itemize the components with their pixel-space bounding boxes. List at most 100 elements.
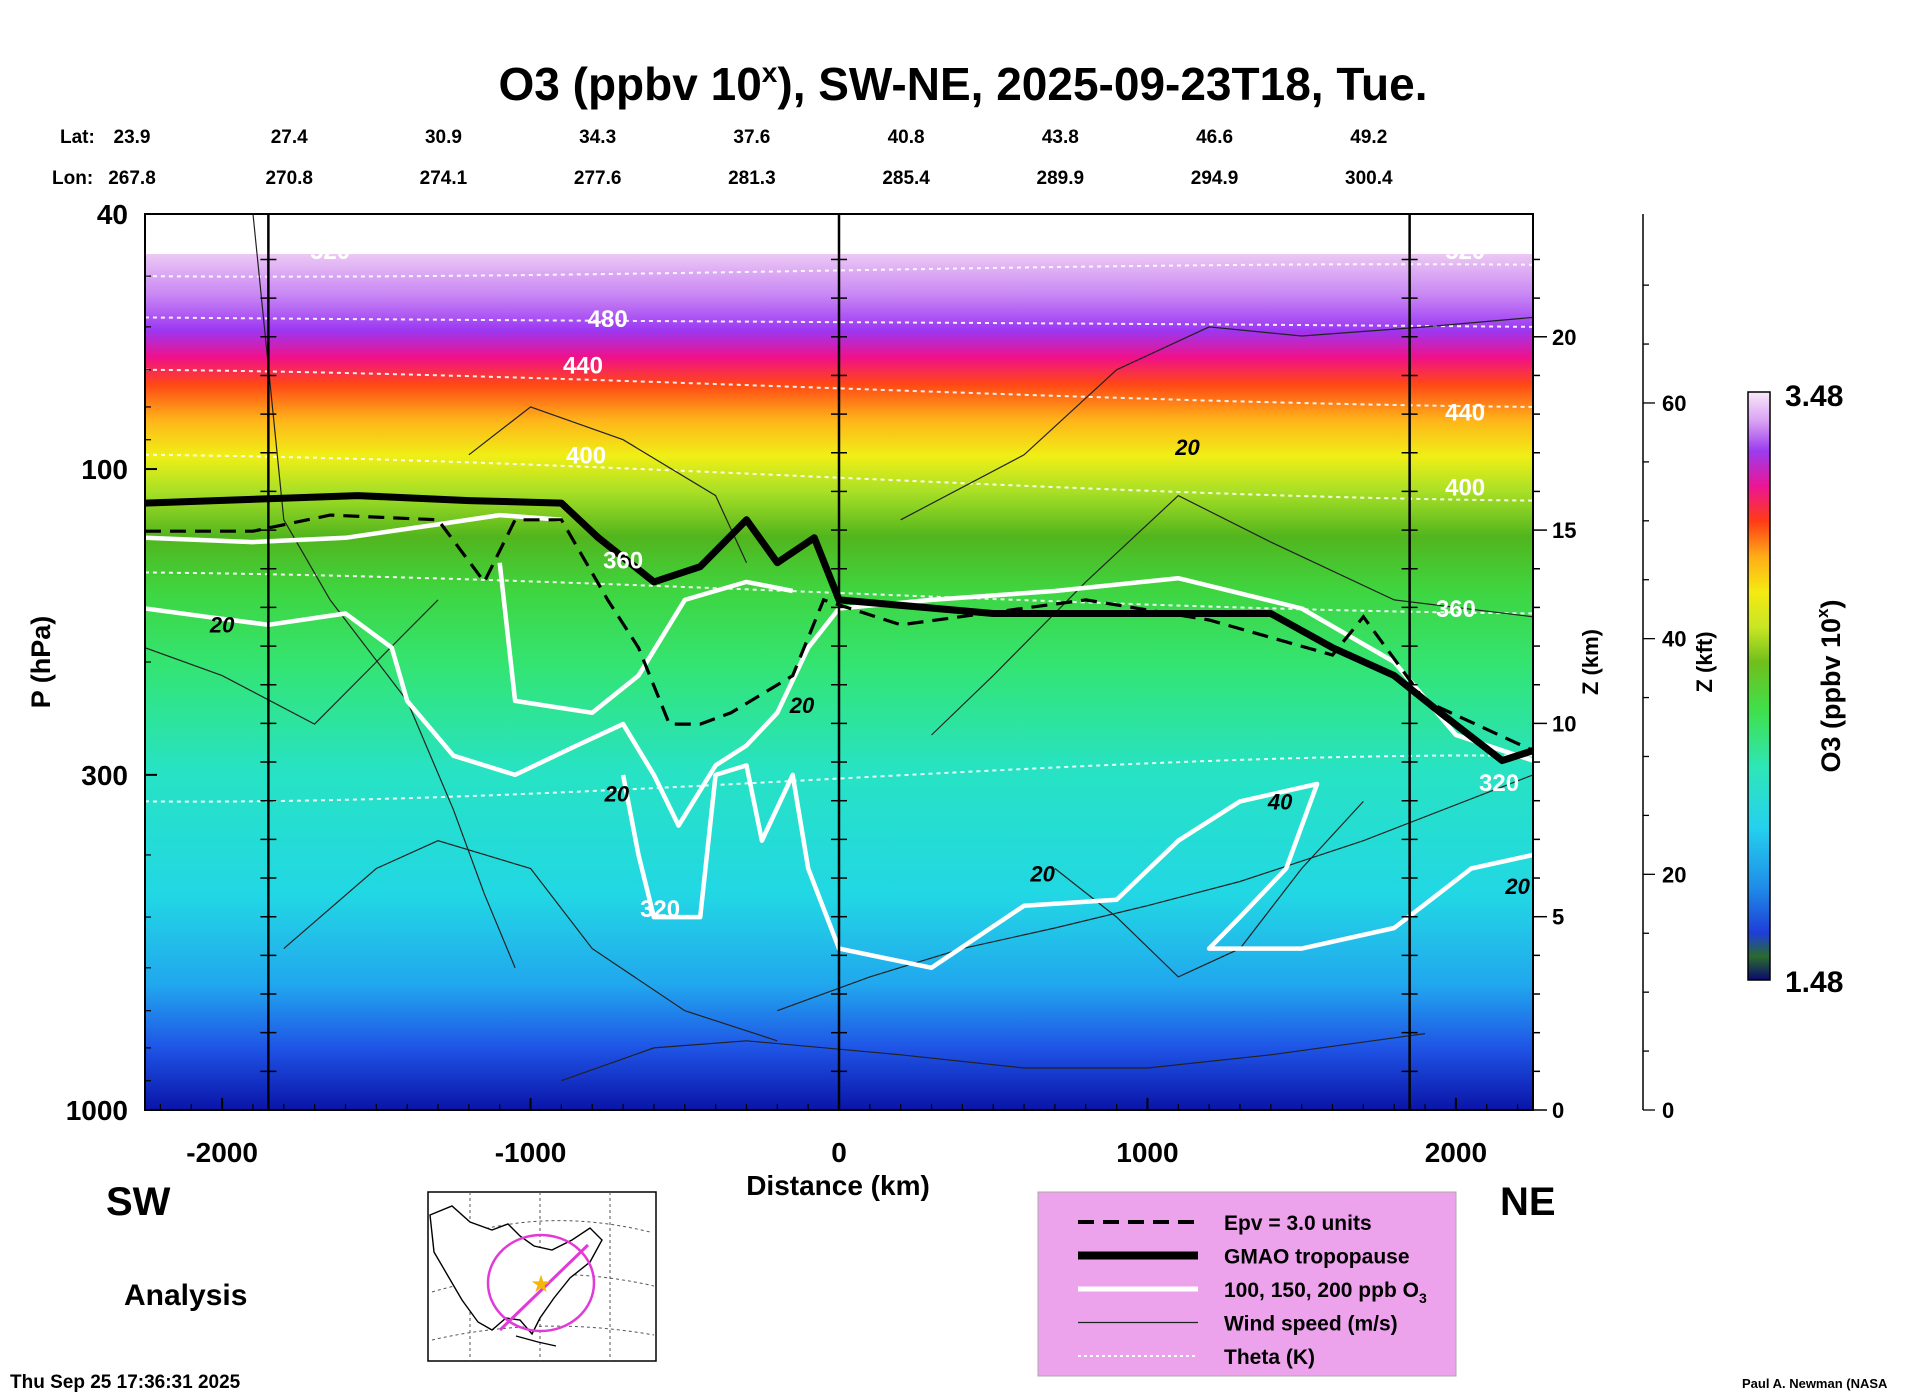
wind-speed-contour-label: 20	[1174, 435, 1200, 460]
station-lon-label: 274.1	[420, 168, 468, 189]
z-kft-axis-tick-label: 0	[1662, 1098, 1674, 1123]
z-km-axis-tick-label: 20	[1552, 325, 1576, 350]
map-center-star-icon: ★	[530, 1270, 552, 1298]
station-lat-label: 34.3	[579, 127, 616, 148]
z-km-axis-tick-label: 0	[1552, 1098, 1564, 1123]
theta-contour-label: 400	[1445, 475, 1485, 502]
lon-row-label: Lon:	[52, 168, 93, 189]
map-caribbean	[515, 1335, 557, 1347]
ozone-isoline	[145, 575, 1533, 828]
ozone-isolines	[145, 512, 1533, 971]
inset-map: ★	[427, 1191, 657, 1362]
x-axis-tick-label: 1000	[1116, 1137, 1178, 1168]
legend: Epv = 3.0 units GMAO tropopause 100, 150, …	[1037, 1191, 1457, 1377]
station-lon-label: 277.6	[574, 168, 622, 189]
ozone-isoline	[497, 562, 794, 716]
wind-speed-contour	[283, 840, 778, 1042]
theta-contour-label: 440	[563, 353, 603, 380]
station-lat-label: 40.8	[888, 127, 925, 148]
legend-entry-label: GMAO tropopause	[1224, 1246, 1410, 1269]
wind-speed-contour	[145, 599, 439, 725]
theta-contour-label: 480	[588, 306, 628, 333]
x-axis: -2000 -1000 0 1000 2000	[159, 1098, 1519, 1168]
station-lat-label: 27.4	[271, 127, 308, 148]
theta-isentrope-line	[145, 754, 1533, 803]
z-km-axis-tick-label: 5	[1552, 905, 1564, 930]
station-lon-label: 300.4	[1345, 168, 1393, 189]
wind-speed-contour-label: 20	[789, 693, 815, 718]
timestamp: Thu Sep 25 17:36:31 2025	[10, 1372, 241, 1393]
z-kft-axis: 0 20 40 60	[1642, 214, 1686, 1123]
ozone-isoline	[145, 512, 562, 545]
p-axis-tick-label: 1000	[66, 1095, 128, 1126]
legend-entry-label: Wind speed (m/s)	[1224, 1313, 1398, 1336]
ozone-heatmap: 520 480 440 400 360 320 520 440 400 360 320 20 20 20 2…	[145, 214, 1533, 1110]
legend-entry-label: Theta (K)	[1224, 1346, 1315, 1369]
theta-contour-label: 320	[1479, 770, 1519, 797]
ozone-isoline	[620, 763, 1533, 971]
theta-isentrope-line	[145, 263, 1533, 278]
z-kft-axis-tick-label: 60	[1662, 391, 1686, 416]
theta-contour-label: 400	[566, 442, 606, 469]
station-lon-label: 270.8	[265, 168, 313, 189]
colorbar	[1747, 391, 1771, 981]
station-lon-label: 289.9	[1037, 168, 1085, 189]
station-lat-label: 49.2	[1350, 127, 1387, 148]
station-lat-label: 43.8	[1042, 127, 1079, 148]
legend-entry-label: 100, 150, 200 ppb O3	[1224, 1279, 1427, 1306]
chart-title: O3 (ppbv 10x), SW-NE, 2025-09-23T18, Tue…	[499, 57, 1428, 110]
contour-labels: 520 480 440 400 360 320 520 440 400 360 320 20 20 20 2…	[209, 238, 1531, 923]
x-axis-tick-label: 0	[831, 1137, 847, 1168]
z-kft-axis-tick-label: 20	[1662, 862, 1686, 887]
theta-contour-label: 320	[640, 896, 680, 923]
wind-speed-contour-label: 20	[1504, 874, 1530, 899]
z-km-axis-label: Z (km)	[1578, 629, 1603, 695]
epv-3-units-line	[145, 513, 1533, 753]
wind-speed-contour	[900, 316, 1533, 521]
lat-row-label: Lat:	[60, 127, 95, 148]
colorbar-label: O3 (ppbv 10x)	[1813, 599, 1846, 772]
wind-speed-contour-label: 20	[1029, 861, 1055, 886]
theta-isentrope-line	[145, 368, 1533, 408]
colorbar-max-label: 3.48	[1785, 380, 1843, 413]
theta-contour-label: 520	[1445, 238, 1485, 265]
station-lon-label: 281.3	[728, 168, 776, 189]
wind-speed-contour-label: 20	[604, 781, 630, 806]
station-lat-label: 23.9	[114, 127, 151, 148]
legend-entry-label: Epv = 3.0 units	[1224, 1212, 1372, 1235]
wind-speed-contour	[931, 494, 1533, 736]
z-km-axis-tick-label: 10	[1552, 711, 1576, 736]
colorbar-min-label: 1.48	[1785, 966, 1843, 999]
x-axis-label: Distance (km)	[746, 1170, 930, 1201]
wind-speed-contour	[777, 774, 1533, 1012]
station-lon-label: 267.8	[108, 168, 156, 189]
station-lat-label: 37.6	[733, 127, 770, 148]
station-lat-label: 46.6	[1196, 127, 1233, 148]
station-lon-label: 285.4	[882, 168, 930, 189]
theta-contour-label: 520	[310, 238, 350, 265]
z-kft-axis-tick-label: 40	[1662, 627, 1686, 652]
theta-isentrope-line	[145, 316, 1533, 328]
x-axis-tick-label: -2000	[186, 1137, 258, 1168]
theta-contour-label: 360	[1436, 596, 1476, 623]
station-vertical-markers	[260, 214, 1418, 1110]
theta-contour-label: 360	[603, 548, 643, 575]
wind-speed-contour	[468, 406, 748, 563]
map-latitude-line	[431, 1325, 655, 1341]
analysis-label: Analysis	[124, 1279, 247, 1312]
sw-direction-label: SW	[106, 1180, 171, 1224]
wind-speed-contour	[561, 1033, 1426, 1082]
pressure-axis: 40 100 300 1000	[66, 199, 157, 1126]
wind-speed-contour	[1054, 800, 1364, 978]
gmao-tropopause-line	[145, 492, 1533, 765]
author-credit: Paul A. Newman (NASA	[1742, 1376, 1888, 1391]
map-transect-line	[498, 1243, 590, 1332]
z-km-axis: 0 5 10 15 20	[1532, 214, 1576, 1123]
p-axis-tick-label: 300	[81, 760, 128, 791]
x-axis-tick-label: -1000	[495, 1137, 567, 1168]
x-axis-tick-label: 2000	[1425, 1137, 1487, 1168]
theta-isentrope-line	[145, 571, 1533, 615]
wind-speed-contour-label: 40	[1267, 790, 1293, 815]
map-coastline	[429, 1205, 603, 1336]
